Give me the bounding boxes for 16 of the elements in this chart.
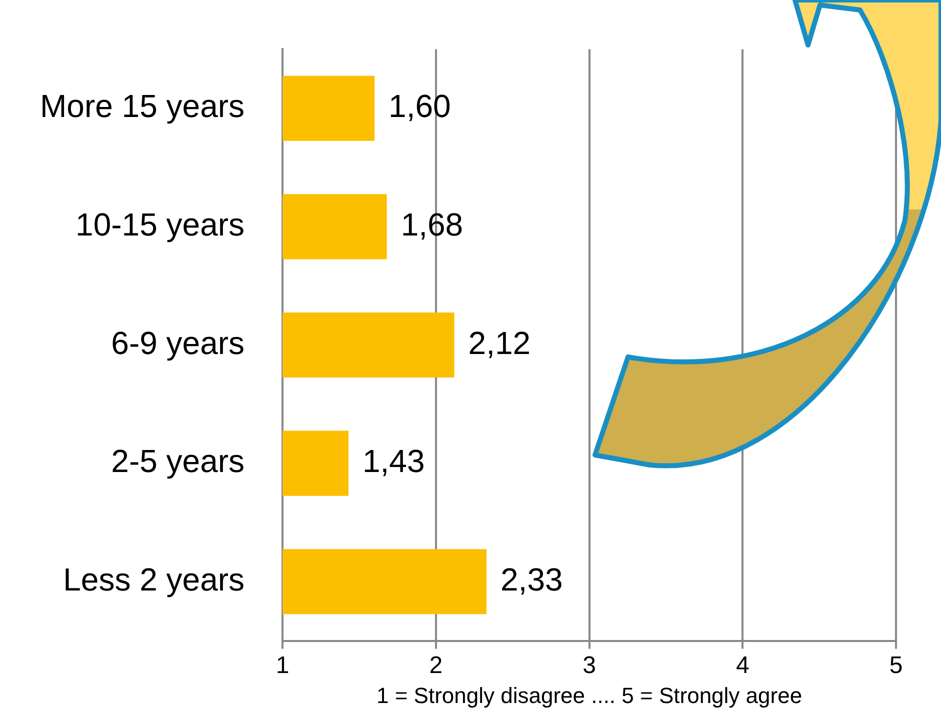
y-tick-label: More 15 years [40, 88, 245, 124]
x-tick-label: 2 [429, 652, 443, 679]
y-tick-label: 6-9 years [111, 324, 245, 361]
y-tick-label: Less 2 years [63, 561, 245, 598]
data-label: 2,12 [468, 324, 531, 361]
y-tick-label: 10-15 years [76, 206, 245, 243]
x-tick-label: 4 [736, 652, 750, 679]
data-label: 2,33 [500, 561, 563, 598]
x-tick-label: 3 [582, 652, 596, 679]
x-tick-label: 5 [889, 652, 903, 679]
data-label: 1,43 [362, 443, 425, 480]
x-axis-title: 1 = Strongly disagree .... 5 = Strongly agree [376, 682, 802, 708]
data-label: 1,60 [388, 88, 451, 124]
data-label: 1,68 [400, 206, 464, 243]
y-tick-label: 2-5 years [111, 443, 245, 480]
x-tick-label: 1 [276, 652, 290, 679]
